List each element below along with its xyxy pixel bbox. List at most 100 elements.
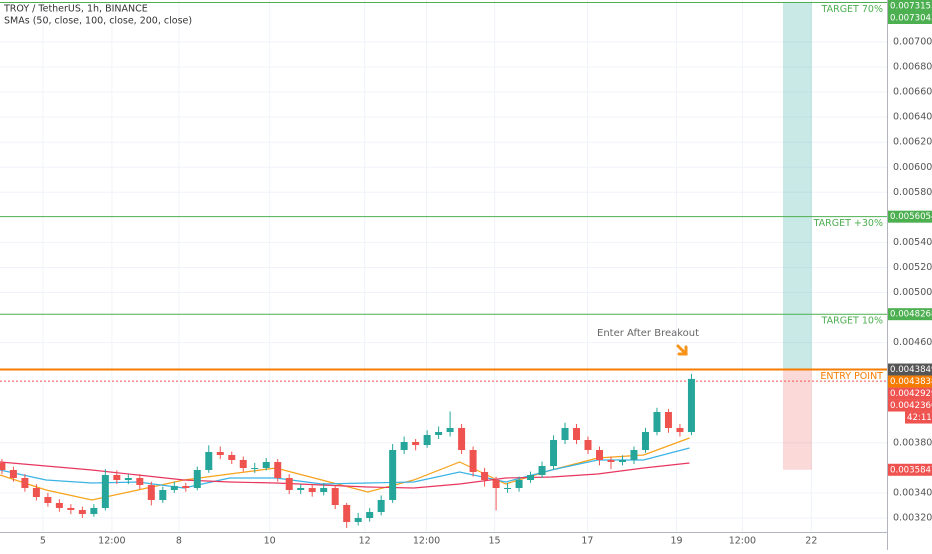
candle-body (515, 479, 523, 489)
candle-body (687, 378, 695, 433)
price-label: 0.0073043 (890, 14, 932, 24)
candle-body (653, 412, 661, 433)
price-label-box (888, 308, 932, 321)
candle-body (550, 439, 558, 466)
indicator-legend: SMAs (50, close, 100, close, 200, close) (4, 16, 192, 27)
candle-body (205, 451, 213, 471)
candle-body (90, 507, 98, 514)
candle-body (538, 465, 546, 475)
candle-body (676, 427, 684, 433)
candle-body (423, 434, 431, 446)
price-label: 0.0042929 (890, 389, 932, 399)
x-tick-label: 8 (176, 536, 182, 547)
x-tick-label: 15 (488, 536, 500, 547)
candle-body (492, 479, 500, 489)
candle-body (124, 477, 132, 480)
plot: TARGET 70% TARGET +30% TARGET 10% ENTRY POI… (0, 2, 887, 528)
price-label: 0.0056054 (890, 212, 932, 222)
price-label: 0.0043838 (890, 377, 932, 387)
candle-body (67, 507, 75, 510)
arrow (676, 344, 688, 356)
x-tick-label: 12:00 (729, 536, 756, 547)
y-tick-label: 0.0052000 (893, 262, 932, 273)
candle-body (481, 471, 489, 480)
candle-body (101, 475, 109, 508)
candle-body (216, 451, 224, 455)
candle-body (389, 450, 397, 500)
candle-body (228, 454, 236, 460)
price-label: 0.0043849 (890, 365, 932, 375)
candle-body (113, 475, 121, 480)
x-tick-label: 17 (581, 536, 593, 547)
y-tick-label: 0.0032000 (893, 512, 932, 523)
price-label-box (888, 0, 932, 12)
y-tick-label: 0.0046000 (893, 337, 932, 348)
candle-body (193, 470, 201, 489)
candle-body (469, 450, 477, 472)
candle-body (308, 488, 316, 492)
y-tick-label: 0.0062000 (893, 137, 932, 148)
countdown-box (905, 411, 932, 424)
y-tick-label: 0.0034000 (893, 487, 932, 498)
level-label: TARGET 10% (821, 316, 883, 327)
sma-line (0, 461, 690, 489)
profit-zone (782, 2, 812, 370)
x-tick-label: 22 (805, 536, 817, 547)
candle-body (159, 489, 167, 500)
y-tick-label: 0.0068000 (893, 62, 932, 73)
y-tick-label: 0.0060000 (893, 162, 932, 173)
y-tick-label: 0.0038000 (893, 437, 932, 448)
y-tick-label: 0.0064000 (893, 112, 932, 123)
price-label: 0.0042366 (890, 401, 932, 411)
loss-zone (782, 369, 812, 470)
candle-body (618, 459, 626, 462)
candle-body (596, 450, 604, 460)
candle-body (573, 427, 581, 440)
candle-body (170, 485, 178, 490)
annotation: Enter After Breakout (597, 328, 699, 339)
y-tick-label: 0.0050000 (893, 287, 932, 298)
candle-body (78, 509, 86, 514)
candle-body (297, 488, 305, 490)
candle-body (366, 511, 374, 518)
x-tick-label: 12:00 (413, 536, 440, 547)
candle-body (607, 459, 615, 462)
candle-body (136, 477, 144, 485)
countdown: 42:11 (907, 413, 932, 423)
candle-body (504, 488, 512, 490)
candle-body (320, 488, 328, 492)
price-label-box (888, 387, 932, 400)
candle-body (147, 484, 155, 500)
candle-body (561, 427, 569, 440)
level-label: TARGET +30% (813, 218, 883, 229)
candle-body (377, 499, 385, 512)
candle-body (55, 502, 63, 508)
candle-body (251, 467, 259, 469)
chart-title: TROY / TetherUS, 1h, BINANCE (3, 4, 148, 15)
candle-body (9, 470, 17, 478)
x-tick-label: 19 (670, 536, 682, 547)
x-tick-label: 12:00 (98, 536, 125, 547)
candle-body (274, 461, 282, 478)
candle-body (458, 427, 466, 451)
x-tick-label: 12 (359, 536, 371, 547)
price-label-box (888, 375, 932, 388)
y-tick-label: 0.0058000 (893, 187, 932, 198)
candle-body (400, 441, 408, 451)
price-label-box (888, 463, 932, 476)
level-label: TARGET 70% (821, 4, 883, 15)
candle-body (44, 496, 52, 503)
x-tick-label: 5 (40, 536, 46, 547)
y-tick-label: 0.0054000 (893, 237, 932, 248)
price-label-box (888, 363, 932, 376)
candle-body (182, 485, 190, 489)
candle-body (641, 432, 649, 451)
y-tick-label: 0.0070000 (893, 37, 932, 48)
price-label-box (888, 12, 932, 24)
candle-body (262, 461, 270, 468)
arrow-icon (676, 344, 688, 356)
axes: 0.0032000 0.0034000 0.0038000 0.0046000 0.00… (40, 0, 932, 547)
candle-body (527, 475, 535, 480)
candle-body (32, 488, 40, 497)
sma-line (0, 447, 690, 489)
